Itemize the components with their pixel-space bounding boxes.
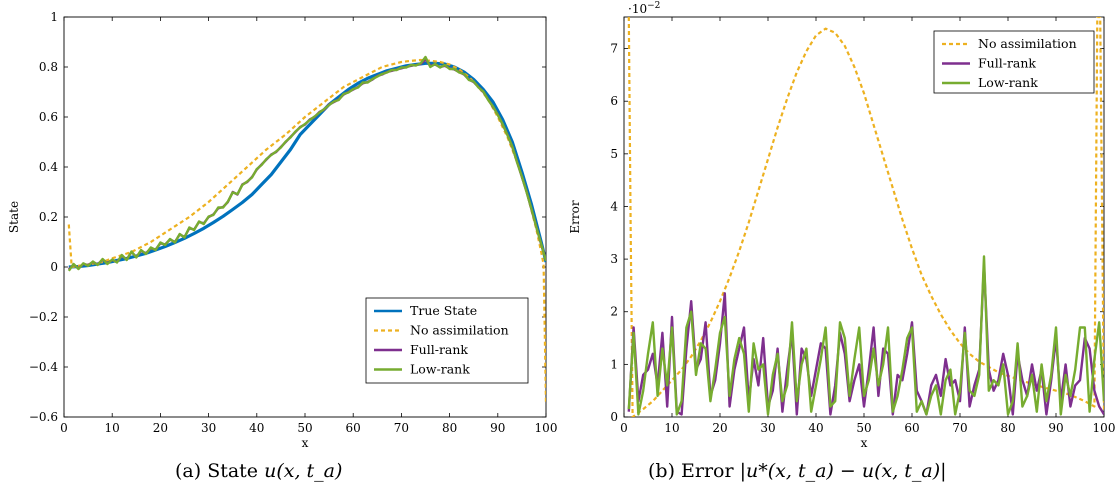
y-tick-label: 0.4	[39, 160, 58, 174]
x-tick-label: 20	[153, 421, 168, 435]
x-tick-label: 30	[760, 421, 775, 435]
y-tick-label: −0.2	[29, 310, 58, 324]
y-tick-label: 0	[50, 260, 58, 274]
x-tick-label: 90	[490, 421, 505, 435]
series-low-rank	[627, 255, 1104, 416]
series-no-assimilation	[627, 17, 1104, 417]
y-tick-label: −0.4	[29, 360, 59, 374]
x-tick-label: 100	[535, 421, 558, 435]
y-tick-label: 1	[610, 357, 618, 371]
axis-multiplier: ·10−2	[628, 1, 660, 16]
y-tick-label: 7	[610, 42, 618, 56]
x-tick-label: 60	[904, 421, 919, 435]
x-tick-label: 60	[346, 421, 361, 435]
legend-label: Low-rank	[978, 75, 1038, 90]
x-tick-label: 70	[952, 421, 967, 435]
legend-label: No assimilation	[410, 323, 509, 338]
x-tick-label: 50	[297, 421, 312, 435]
legend-label: Full-rank	[410, 342, 468, 357]
y-axis-label: Error	[568, 200, 582, 233]
y-tick-label: 1	[50, 10, 58, 24]
caption-error: (b) Error |u*(x, t_a) − u(x, t_a)|	[648, 460, 947, 482]
y-tick-label: 0.8	[39, 60, 58, 74]
series-low-rank	[67, 55, 546, 272]
x-tick-label: 0	[620, 421, 628, 435]
y-tick-label: 6	[610, 94, 618, 108]
series-true-state	[68, 61, 546, 269]
x-tick-label: 10	[105, 421, 120, 435]
y-tick-label: 0.6	[39, 110, 58, 124]
x-tick-label: 30	[201, 421, 216, 435]
x-tick-label: 90	[1048, 421, 1063, 435]
y-axis-label: State	[7, 201, 21, 233]
x-tick-label: 0	[60, 421, 68, 435]
x-tick-label: 10	[664, 421, 679, 435]
y-tick-label: 3	[610, 252, 618, 266]
y-tick-label: 0	[610, 410, 618, 424]
x-tick-label: 40	[808, 421, 823, 435]
y-tick-label: −0.6	[29, 410, 58, 424]
x-tick-label: 100	[1093, 421, 1116, 435]
x-tick-label: 50	[856, 421, 871, 435]
state-plot: 0 10 20 30 40 50 60 70 80 90 100 −0.6 −0.4 −0.2 0 0.2 0.…	[7, 10, 557, 450]
y-tick-label: 4	[610, 199, 618, 213]
y-tick-label: 2	[610, 305, 618, 319]
legend-label: No assimilation	[978, 36, 1077, 51]
y-tick-label: 5	[610, 147, 618, 161]
legend-label: True State	[410, 303, 477, 318]
x-tick-label: 80	[442, 421, 457, 435]
x-axis-label: x	[861, 436, 868, 450]
legend-label: Full-rank	[978, 56, 1036, 71]
x-tick-label: 70	[394, 421, 409, 435]
y-tick-label: 0.2	[39, 210, 58, 224]
x-tick-label: 40	[249, 421, 264, 435]
error-plot: 0 10 20 30 40 50 60 70 80 90 100 0 1 2 3 4 5 6 7 x Error ·10−…	[568, 1, 1115, 450]
legend-label: Low-rank	[410, 362, 470, 377]
x-axis-label: x	[302, 436, 309, 450]
x-tick-label: 80	[1000, 421, 1015, 435]
x-tick-label: 20	[712, 421, 727, 435]
series-full-rank	[67, 58, 546, 271]
caption-state: (a) State u(x, t_a)	[175, 460, 343, 482]
